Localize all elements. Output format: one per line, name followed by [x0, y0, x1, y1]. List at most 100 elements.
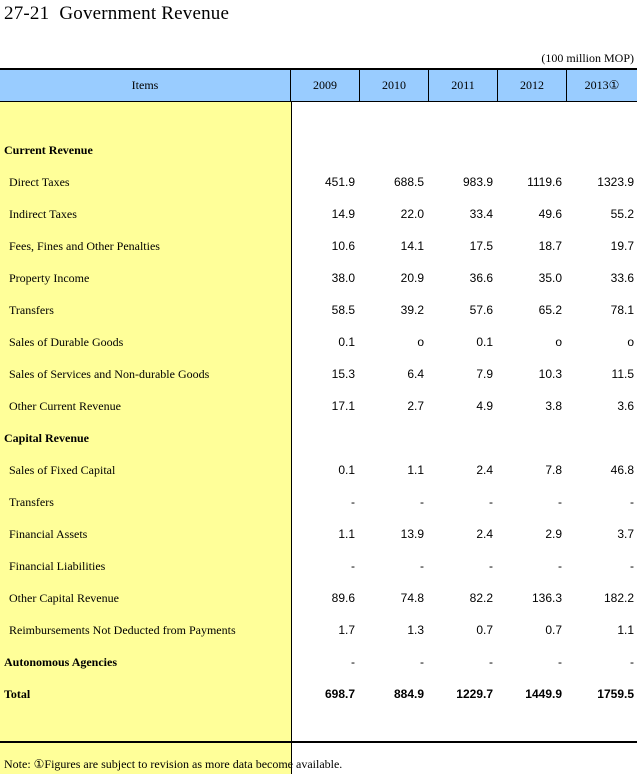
- value-cell: 1759.5: [597, 687, 634, 701]
- items-column-background: [0, 102, 291, 774]
- value-cell: -: [420, 495, 424, 509]
- value-cell: 14.9: [331, 207, 355, 221]
- values-column-background: [291, 102, 637, 774]
- value-cell: -: [630, 559, 634, 573]
- table-body: Current Revenue Direct Taxes 451.9 688.5 983…: [0, 134, 637, 710]
- value-cell: 1.1: [617, 623, 634, 637]
- table-number: 27-21: [4, 3, 50, 24]
- header-2011: 2011: [429, 70, 498, 101]
- value-cell: -: [351, 655, 355, 669]
- row-label: Autonomous Agencies: [4, 654, 118, 669]
- value-cell: 18.7: [538, 239, 562, 253]
- value-cell: 2.7: [407, 399, 424, 413]
- value-cell: 2.4: [476, 463, 493, 477]
- value-cell: 19.7: [610, 239, 634, 253]
- table-bottom-rule: [0, 741, 637, 743]
- value-cell: 10.6: [331, 239, 355, 253]
- value-cell: -: [558, 655, 562, 669]
- table-row: Direct Taxes 451.9 688.5 983.9 1119.6 1323.9: [0, 166, 637, 198]
- value-cell: -: [420, 655, 424, 669]
- value-cell: 33.4: [469, 207, 493, 221]
- value-cell: 6.4: [407, 367, 424, 381]
- row-label: Sales of Durable Goods: [9, 334, 124, 349]
- table-row: Other Capital Revenue 89.6 74.8 82.2 136.3 18…: [0, 582, 637, 614]
- value-cell: 14.1: [400, 239, 424, 253]
- value-cell: -: [558, 559, 562, 573]
- value-cell: 82.2: [469, 591, 493, 605]
- value-cell: 22.0: [400, 207, 424, 221]
- row-label: Sales of Fixed Capital: [9, 462, 116, 477]
- value-cell: 1449.9: [525, 687, 562, 701]
- value-cell: 36.6: [469, 271, 493, 285]
- table-row: Indirect Taxes 14.9 22.0 33.4 49.6 55.2: [0, 198, 637, 230]
- value-cell: 7.9: [476, 367, 493, 381]
- value-cell: 1.1: [338, 527, 355, 541]
- value-cell: -: [351, 559, 355, 573]
- value-cell: 58.5: [331, 303, 355, 317]
- table-row: Financial Liabilities - - - - -: [0, 550, 637, 582]
- value-cell: 39.2: [400, 303, 424, 317]
- value-cell: 4.9: [476, 399, 493, 413]
- value-cell: 33.6: [610, 271, 634, 285]
- value-cell: 1.3: [407, 623, 424, 637]
- row-label: Financial Assets: [9, 526, 88, 541]
- value-cell: 1.7: [338, 623, 355, 637]
- value-cell: 46.8: [610, 463, 634, 477]
- value-cell: 0.1: [338, 463, 355, 477]
- value-cell: 17.5: [469, 239, 493, 253]
- value-cell: 0.1: [338, 335, 355, 349]
- row-label: Capital Revenue: [4, 430, 89, 445]
- row-label: Transfers: [9, 302, 54, 317]
- value-cell: 3.7: [617, 527, 634, 541]
- value-cell: 2.4: [476, 527, 493, 541]
- value-cell: 688.5: [393, 175, 424, 189]
- value-cell: 1.1: [407, 463, 424, 477]
- row-label: Current Revenue: [4, 142, 93, 157]
- row-label: Indirect Taxes: [9, 206, 77, 221]
- value-cell: 3.6: [617, 399, 634, 413]
- value-cell: 884.9: [393, 687, 424, 701]
- value-cell: -: [558, 495, 562, 509]
- value-cell: 136.3: [531, 591, 562, 605]
- value-cell: 57.6: [469, 303, 493, 317]
- table-row: Current Revenue: [0, 134, 637, 166]
- table-row: Transfers 58.5 39.2 57.6 65.2 78.1: [0, 294, 637, 326]
- table-row: Total 698.7 884.9 1229.7 1449.9 1759.5: [0, 678, 637, 710]
- table-row: Sales of Fixed Capital 0.1 1.1 2.4 7.8 46.8: [0, 454, 637, 486]
- row-label: Financial Liabilities: [9, 558, 106, 573]
- value-cell: 2.9: [545, 527, 562, 541]
- table-row: Transfers - - - - -: [0, 486, 637, 518]
- value-cell: 7.8: [545, 463, 562, 477]
- table-row: Financial Assets 1.1 13.9 2.4 2.9 3.7: [0, 518, 637, 550]
- header-2012: 2012: [498, 70, 567, 101]
- value-cell: 0.7: [476, 623, 493, 637]
- table-row: Reimbursements Not Deducted from Payment…: [0, 614, 637, 646]
- value-cell: 74.8: [400, 591, 424, 605]
- table-row: Property Income 38.0 20.9 36.6 35.0 33.6: [0, 262, 637, 294]
- unit-label: (100 million MOP): [541, 51, 634, 65]
- value-cell: -: [630, 655, 634, 669]
- value-cell: 38.0: [331, 271, 355, 285]
- table-title: Government Revenue: [59, 3, 230, 24]
- footnote: Note: ①Figures are subject to revision a…: [4, 757, 343, 771]
- table-row: Sales of Durable Goods 0.1 o 0.1 o o: [0, 326, 637, 358]
- table-row: Other Current Revenue 17.1 2.7 4.9 3.8 3.6: [0, 390, 637, 422]
- value-cell: 1323.9: [597, 175, 634, 189]
- value-cell: -: [489, 559, 493, 573]
- table-row: Sales of Services and Non-durable Goods 1…: [0, 358, 637, 390]
- value-cell: -: [351, 495, 355, 509]
- value-cell: 49.6: [538, 207, 562, 221]
- revenue-table: Items 2009 2010 2011 2012 2013① Current …: [0, 68, 637, 774]
- value-cell: o: [417, 335, 424, 349]
- value-cell: 451.9: [324, 175, 355, 189]
- row-label: Sales of Services and Non-durable Goods: [9, 366, 210, 381]
- value-cell: 0.1: [476, 335, 493, 349]
- row-label: Total: [4, 686, 31, 701]
- value-cell: 78.1: [610, 303, 634, 317]
- table-row: Capital Revenue: [0, 422, 637, 454]
- value-cell: 1119.6: [527, 175, 562, 189]
- value-cell: 17.1: [331, 399, 355, 413]
- table-row: Fees, Fines and Other Penalties 10.6 14.1 1…: [0, 230, 637, 262]
- value-cell: -: [489, 495, 493, 509]
- value-cell: o: [555, 335, 562, 349]
